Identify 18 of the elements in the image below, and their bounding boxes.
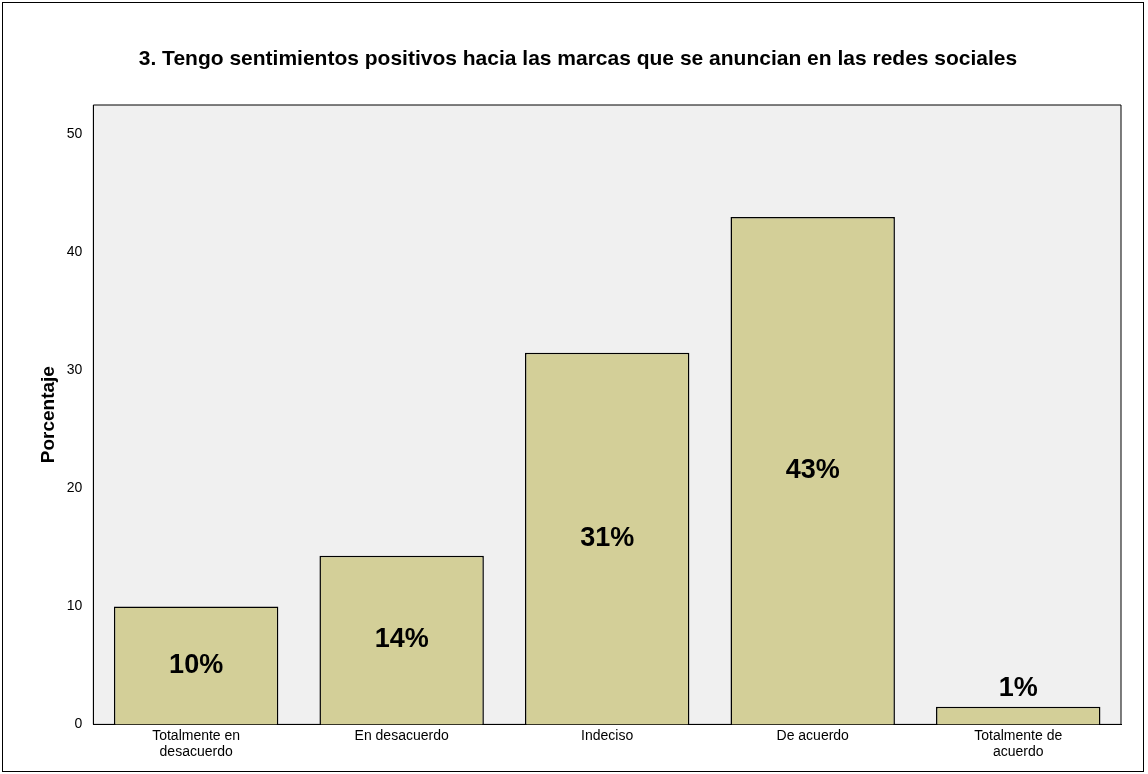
data-label: 43% <box>785 454 840 485</box>
x-tick-label: De acuerdo <box>776 726 850 743</box>
y-tick-label: 10 <box>66 597 83 614</box>
y-tick-label: 40 <box>66 243 83 260</box>
chart-title: 3. Tengo sentimientos positivos hacia las marcas que se anuncian en las redes sociales <box>137 46 1019 69</box>
y-tick-label: 50 <box>66 125 83 142</box>
data-label: 1% <box>998 672 1038 703</box>
x-tick-label: En desacuerdo <box>354 726 449 743</box>
x-tick-label: Totalmente de acuerdo <box>974 726 1063 760</box>
x-tick-label: Indeciso <box>581 726 634 743</box>
y-tick-label: 0 <box>74 715 83 732</box>
y-tick-label: 20 <box>66 479 83 496</box>
data-label: 10% <box>169 648 224 679</box>
x-tick-label: Totalmente en desacuerdo <box>152 726 241 760</box>
y-axis-title: Porcentaje <box>36 366 58 464</box>
data-label: 31% <box>580 522 635 553</box>
data-label: 14% <box>374 623 429 654</box>
y-tick-label: 30 <box>66 361 83 378</box>
